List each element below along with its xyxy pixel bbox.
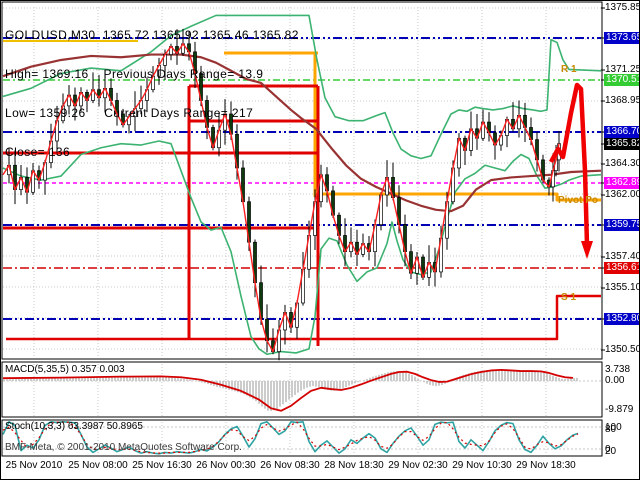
candles — [7, 28, 561, 361]
price-axis-label: 1364.30 — [605, 158, 640, 169]
price-level-badge: 1356.61 — [604, 262, 640, 274]
ma-slow — [2, 53, 602, 213]
price-axis-label: 1375.85 — [605, 2, 640, 13]
price-level-badge: 1352.80 — [604, 313, 640, 325]
price-axis-label: 1371.25 — [605, 64, 640, 75]
pivot-line — [314, 192, 601, 202]
time-axis-label: 25 Nov 2010 — [5, 460, 63, 471]
pivot-annotation: Pivot Po — [558, 195, 599, 206]
price-level-badge: 1365.82 — [604, 138, 640, 150]
price-level-badge: 1370.51 — [604, 74, 640, 86]
quote-line-ohlc: GOLDUSD,M30 1365.72 1365.92 1365.46 1365… — [5, 28, 299, 42]
stoch-indicator-label: Stoch(10,3,3) 63.3987 50.8965 — [5, 421, 143, 432]
macd-signal — [2, 368, 574, 412]
down-arrow-icon — [581, 241, 593, 259]
macd-indicator-label: MACD(5,35,5) 0.357 0.003 — [5, 364, 125, 375]
price-axis-label: 1350.50 — [605, 344, 640, 355]
stoch-axis-label: 20 — [605, 446, 617, 457]
price-axis-label: 1362.00 — [605, 189, 640, 200]
quote-line-high: High= 1369.16 Previous Days Range= 13.9 — [5, 67, 264, 81]
quote-line-low: Low= 1359.26 Current Days Range= 217 — [5, 106, 254, 120]
quote-info: GOLDUSD,M30 1365.72 1365.92 1365.46 1365… — [5, 3, 299, 185]
time-axis-label: 25 Nov 16:30 — [132, 460, 192, 471]
band-lower — [2, 140, 602, 356]
time-axis-label: 25 Nov 08:00 — [68, 460, 128, 471]
macd-pane-border — [1, 361, 603, 418]
time-axis-label: 28 Nov 18:30 — [324, 460, 384, 471]
price-level-badge: 1366.70 — [604, 126, 640, 138]
macd-axis-label: 0.00 — [605, 375, 625, 386]
time-axis-label: 29 Nov 02:30 — [388, 460, 448, 471]
pivot-annotation: R 1 — [561, 64, 577, 75]
main-pane-border — [1, 1, 603, 360]
price-axis-label: 1368.95 — [605, 95, 640, 106]
signal-spike — [549, 82, 590, 246]
ma-fast — [2, 43, 560, 353]
platform-watermark: BMF-Meta, © 2001-2010 MetaQuotes Softwar… — [5, 442, 242, 453]
s1-line — [6, 294, 601, 341]
time-axis-label: 26 Nov 00:30 — [196, 460, 256, 471]
stoch-axis-label: 80 — [605, 424, 617, 435]
stoch-d — [2, 421, 579, 454]
stoch-axis-label: 0 — [605, 444, 611, 455]
band-upper — [2, 14, 602, 160]
price-level-badge: 1362.89 — [604, 177, 640, 189]
price-axis-label: 1357.40 — [605, 251, 640, 262]
time-axis-label: 29 Nov 18:30 — [516, 460, 576, 471]
price-level-badge: 1359.75 — [604, 219, 640, 231]
time-axis-label: 26 Nov 08:30 — [260, 460, 320, 471]
time-axis-label: 29 Nov 10:30 — [452, 460, 512, 471]
price-level-badge: 1373.65 — [604, 32, 640, 44]
quote-line-close: Close= 136 — [5, 145, 71, 159]
pivot-annotation: S 1 — [561, 292, 577, 303]
macd-axis-label: -9.879 — [605, 404, 634, 415]
price-axis-label: 1355.10 — [605, 282, 640, 293]
stoch-pane-border — [1, 419, 603, 457]
macd-axis-label: 3.738 — [605, 364, 631, 375]
stoch-axis-label: 100 — [605, 422, 622, 433]
